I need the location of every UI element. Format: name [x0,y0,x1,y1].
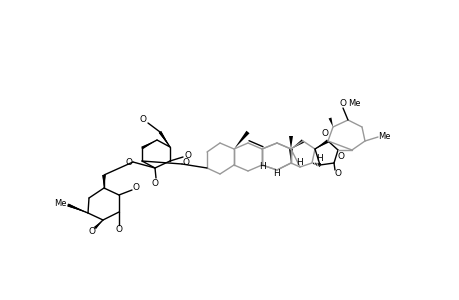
Text: O: O [151,178,158,188]
Text: O: O [184,151,191,160]
Polygon shape [67,204,88,213]
Polygon shape [328,118,332,127]
Text: H: H [316,154,323,163]
Polygon shape [314,140,328,149]
Text: O: O [182,158,189,166]
Text: Me: Me [377,131,389,140]
Text: O: O [337,152,344,160]
Text: Me: Me [347,98,359,107]
Polygon shape [158,131,170,147]
Text: O: O [88,227,95,236]
Polygon shape [102,175,105,188]
Text: O: O [321,128,328,137]
Text: O: O [339,98,346,107]
Text: Me: Me [54,200,66,208]
Polygon shape [288,136,292,149]
Polygon shape [288,149,292,163]
Polygon shape [141,140,157,149]
Polygon shape [234,131,249,149]
Text: H: H [259,161,266,170]
Polygon shape [102,175,106,188]
Text: H: H [273,169,280,178]
Text: O: O [132,184,139,193]
Polygon shape [158,131,170,147]
Text: H: H [296,158,303,166]
Text: O: O [334,169,341,178]
Polygon shape [67,204,88,213]
Text: O: O [115,226,122,235]
Text: O: O [125,158,132,166]
Polygon shape [291,139,303,149]
Polygon shape [94,220,103,229]
Text: O: O [139,115,146,124]
